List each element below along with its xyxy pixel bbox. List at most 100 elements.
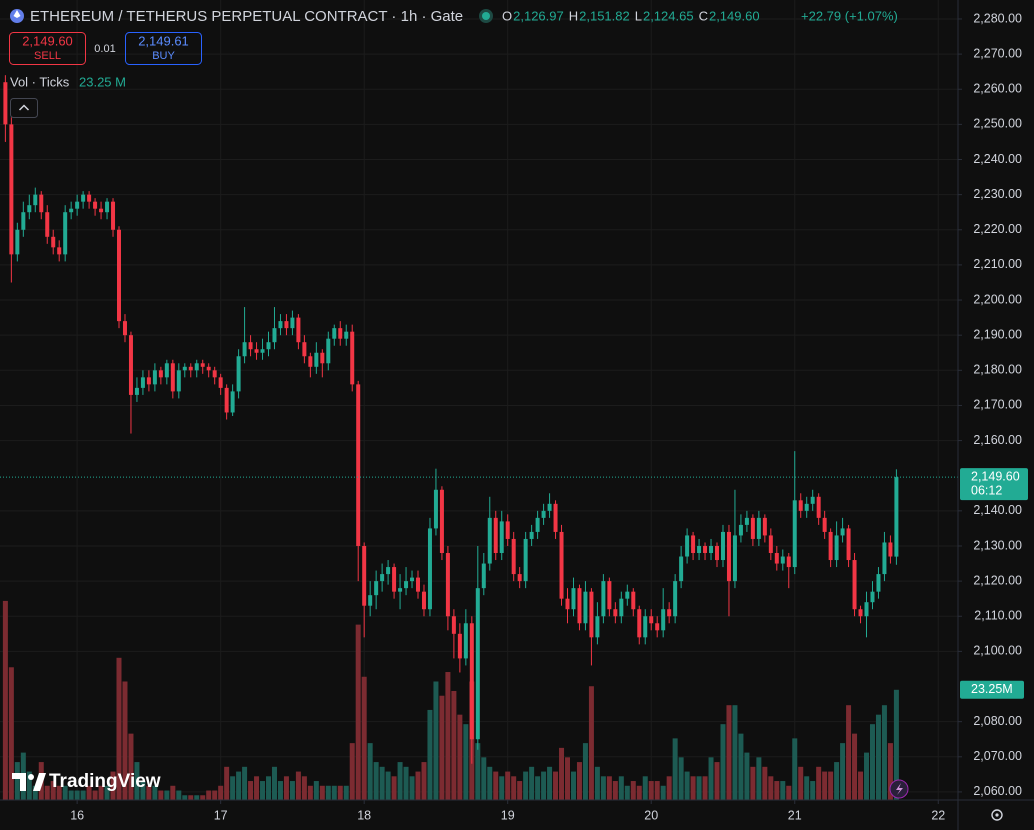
candle-body <box>583 591 588 624</box>
candle-body <box>362 545 367 606</box>
candle-body <box>188 366 193 371</box>
candle-body <box>224 387 229 413</box>
candle-body <box>105 201 110 213</box>
volume-bar <box>32 785 38 800</box>
candle-body <box>828 531 833 561</box>
x-tick-label: 19 <box>501 808 515 822</box>
volume-bar <box>457 714 463 800</box>
alert-icon <box>896 783 903 795</box>
collapse-button[interactable] <box>10 98 38 118</box>
volume-bar <box>427 709 433 800</box>
volume-bar <box>307 785 313 800</box>
symbol-title[interactable]: ETHEREUM / TETHERUS PERPETUAL CONTRACT ·… <box>30 8 463 25</box>
volume-bar <box>218 785 224 800</box>
volume-bar <box>576 762 582 800</box>
candle-body <box>649 616 654 624</box>
candle-body <box>493 517 498 554</box>
candle-body <box>416 577 421 592</box>
y-tick-label: 2,110.00 <box>974 609 1022 623</box>
y-tick-label: 2,190.00 <box>973 327 1022 341</box>
volume-bar <box>840 743 846 800</box>
candle-body <box>350 331 355 385</box>
candle-body <box>888 542 893 557</box>
volume-legend-label[interactable]: Vol · Ticks <box>10 74 70 89</box>
volume-bar <box>768 776 774 800</box>
volume-bar <box>535 776 541 800</box>
volume-bar <box>816 766 822 800</box>
buy-button[interactable] <box>125 32 202 65</box>
candle-body <box>117 229 122 322</box>
candle-body <box>481 563 486 589</box>
candle-body <box>111 201 116 230</box>
volume-bar <box>786 785 792 800</box>
candle-body <box>15 229 20 255</box>
volume-bar <box>206 790 212 800</box>
y-tick-label: 2,260.00 <box>973 82 1022 96</box>
candle-body <box>356 384 361 546</box>
volume-bar <box>798 766 804 800</box>
volume-bar <box>86 785 92 800</box>
candle-body <box>164 363 169 378</box>
sell-label: SELL <box>34 50 61 62</box>
volume-bar <box>80 790 86 800</box>
volume-bar <box>565 757 571 800</box>
candle-body <box>589 591 594 638</box>
volume-bar <box>445 672 451 800</box>
volume-bar <box>373 762 379 800</box>
volume-bar <box>433 681 439 800</box>
volume-bar <box>236 771 242 800</box>
volume-bar <box>98 785 104 800</box>
candle-body <box>894 477 899 557</box>
candle-body <box>637 609 642 638</box>
volume-bar <box>475 743 481 800</box>
x-tick-label: 21 <box>788 808 802 822</box>
volume-bar <box>248 781 254 800</box>
volume-bar <box>8 667 14 800</box>
volume-bar <box>128 733 134 800</box>
sell-button[interactable] <box>9 32 86 65</box>
candle-body <box>386 567 391 575</box>
x-tick-label: 22 <box>931 808 945 822</box>
settings-button[interactable] <box>991 809 1003 821</box>
y-tick-label: 2,280.00 <box>973 11 1022 25</box>
candle-body <box>691 535 696 554</box>
candle-body <box>200 363 205 367</box>
candle-body <box>380 574 385 582</box>
y-tick-label: 2,140.00 <box>973 503 1022 517</box>
volume-bar <box>846 705 852 800</box>
volume-bar <box>600 776 606 800</box>
candle-body <box>709 545 714 554</box>
candle-body <box>296 317 301 343</box>
candle-body <box>487 517 492 564</box>
volume-bar <box>301 776 307 800</box>
volume-bar <box>62 785 68 800</box>
volume-bar <box>289 781 295 800</box>
candle-body <box>595 616 600 638</box>
volume-bar <box>887 743 893 800</box>
volume-bar <box>391 776 397 800</box>
volume-bar <box>541 771 547 800</box>
volume-bar <box>176 790 182 800</box>
logo: TradingView <box>12 771 161 792</box>
candle-body <box>439 489 444 554</box>
volume-bar <box>511 776 517 800</box>
candle-body <box>738 524 743 536</box>
candle-body <box>254 349 259 353</box>
candle-body <box>876 574 881 592</box>
candle-body <box>774 553 779 564</box>
x-tick-label: 18 <box>357 808 371 822</box>
sell-price: 2,149.60 <box>22 33 73 48</box>
candle-body <box>212 370 217 378</box>
candle-body <box>433 489 438 529</box>
volume-bar <box>212 790 218 800</box>
candle-body <box>535 517 540 532</box>
candle-body <box>314 352 319 367</box>
candle-body <box>559 531 564 599</box>
countdown: 06:12 <box>971 483 1002 497</box>
volume-bar <box>648 781 654 800</box>
candle-body <box>870 591 875 603</box>
volume-bar <box>361 676 367 800</box>
volume-bar <box>355 624 361 800</box>
volume-bar <box>499 776 505 800</box>
candle-body <box>577 588 582 624</box>
